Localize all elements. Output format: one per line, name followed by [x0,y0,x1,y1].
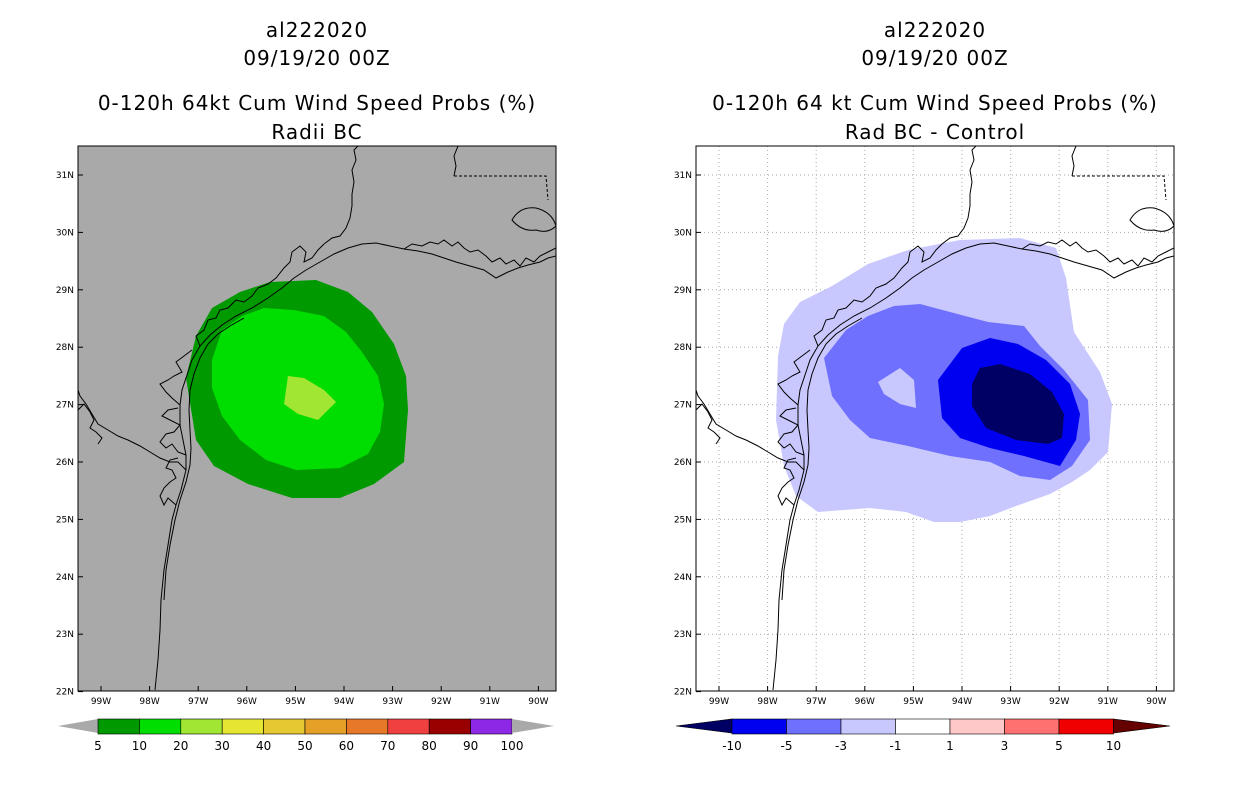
right-lat-label: 28N [674,343,692,353]
left-map-panel [77,145,557,692]
left-colorbar-swatch [221,718,264,735]
right-contour-lt-neg10 [972,364,1064,444]
left-colorbar-swatch [97,718,140,735]
right-lon-label: 99W [709,697,729,707]
right-colorbar-swatch [731,718,787,735]
left-colorbar-swatch [387,718,430,735]
right-lat-label: 23N [674,630,692,640]
left-lat-label: 26N [56,458,74,468]
left-colorbar-label: 20 [173,739,188,753]
right-lat-label: 25N [674,515,692,525]
right-lat-label: 31N [674,171,692,181]
left-colorbar-label: 30 [215,739,230,753]
right-lon-label: 96W [855,697,875,707]
right-colorbar-swatch [1004,718,1060,735]
right-storm-id: al222020 [883,18,987,42]
right-lon-label: 91W [1098,697,1118,707]
left-lat-label: 27N [56,401,74,411]
left-colorbar-label: 100 [501,739,524,753]
left-lat-label: 30N [56,228,74,238]
right-colorbar-swatch [840,718,896,735]
right-colorbar-label: -1 [890,739,902,753]
left-lon-label: 99W [91,697,111,707]
right-lon-label: 98W [757,697,777,707]
right-lon-label: 97W [806,697,826,707]
left-lon-label: 94W [334,697,354,707]
left-colorbar-label: 40 [256,739,271,753]
right-lon-label: 93W [1000,697,1020,707]
right-colorbar-label: -3 [835,739,847,753]
right-colorbar: -10 -5 -3 -1 1 3 5 10 [675,718,1171,753]
right-lat-label: 22N [674,688,692,698]
right-colorbar-label: -5 [781,739,793,753]
left-lat-label: 25N [56,515,74,525]
left-colorbar-label: 80 [422,739,437,753]
right-lat-label: 29N [674,286,692,296]
right-colorbar-label: 10 [1106,739,1121,753]
right-datetime: 09/19/20 00Z [861,46,1009,70]
right-colorbar-label: 5 [1055,739,1063,753]
left-lat-label: 24N [56,573,74,583]
right-map-panel [695,145,1175,692]
right-colorbar-swatch [1058,718,1114,735]
right-colorbar-swatch [786,718,842,735]
left-colorbar-underflow-arrow [58,719,98,733]
right-colorbar-underflow-arrow [675,718,733,734]
left-colorbar-swatch [180,718,223,735]
left-subtitle: Radii BC [271,120,363,144]
left-contour-20-30 [284,376,336,420]
left-lon-label: 90W [528,697,548,707]
left-lon-label: 92W [431,697,451,707]
left-colorbar-label: 50 [297,739,312,753]
right-product-title: 0-120h 64 kt Cum Wind Speed Probs (%) [712,91,1158,115]
left-colorbar-label: 5 [94,739,102,753]
right-colorbar-label: -10 [722,739,742,753]
right-colorbar-label: 3 [1001,739,1009,753]
left-lat-label: 22N [56,688,74,698]
right-colorbar-swatch [949,718,1005,735]
left-colorbar-swatch [346,718,389,735]
left-product-title: 0-120h 64kt Cum Wind Speed Probs (%) [97,91,537,115]
right-colorbar-swatch [895,718,951,735]
left-lat-label: 23N [56,630,74,640]
right-lon-label: 90W [1146,697,1166,707]
left-colorbar-label: 70 [380,739,395,753]
left-colorbar-label: 10 [132,739,147,753]
left-colorbar: 5 10 20 30 40 50 60 70 80 90 100 [58,718,554,753]
left-colorbar-swatch [304,718,347,735]
left-lon-label: 91W [480,697,500,707]
right-subtitle: Rad BC - Control [844,120,1026,144]
right-lat-label: 30N [674,228,692,238]
left-colorbar-label: 60 [339,739,354,753]
left-lon-label: 93W [382,697,402,707]
left-datetime: 09/19/20 00Z [243,46,391,70]
left-colorbar-swatch [470,718,513,735]
right-lat-label: 26N [674,458,692,468]
right-lat-label: 24N [674,573,692,583]
right-lon-label: 92W [1049,697,1069,707]
left-colorbar-label: 90 [463,739,478,753]
right-lon-label: 94W [952,697,972,707]
left-lat-label: 29N [56,286,74,296]
left-storm-id: al222020 [265,18,369,42]
left-lat-label: 31N [56,171,74,181]
left-lon-label: 97W [188,697,208,707]
left-colorbar-overflow-arrow [512,719,554,733]
right-colorbar-label: 1 [946,739,954,753]
left-colorbar-swatch [263,718,306,735]
left-colorbar-swatch [428,718,471,735]
left-lon-label: 98W [139,697,159,707]
right-lon-label: 95W [903,697,923,707]
right-lat-label: 27N [674,401,692,411]
right-colorbar-overflow-arrow [1113,718,1171,734]
left-lat-label: 28N [56,343,74,353]
left-lon-label: 96W [237,697,257,707]
left-colorbar-swatch [139,718,182,735]
left-lon-label: 95W [285,697,305,707]
